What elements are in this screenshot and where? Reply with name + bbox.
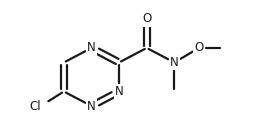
Text: N: N	[87, 99, 96, 113]
Text: O: O	[142, 12, 151, 25]
Text: O: O	[194, 41, 204, 54]
Text: Cl: Cl	[29, 99, 41, 113]
Text: N: N	[87, 41, 96, 54]
Text: N: N	[170, 56, 179, 69]
Text: N: N	[115, 85, 123, 98]
